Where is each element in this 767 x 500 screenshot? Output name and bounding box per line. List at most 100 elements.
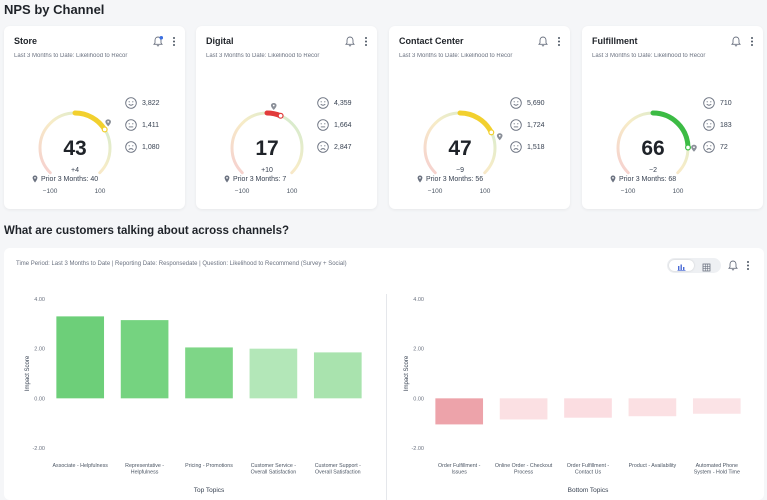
detractors-stat: 1,518 [510, 136, 545, 158]
location-pin-icon [610, 175, 616, 183]
prior-label: Prior 3 Months: 68 [619, 175, 677, 183]
nps-delta: −2 [649, 167, 657, 174]
x-axis-label: Bottom Topics [568, 487, 609, 494]
y-tick-label: 0.00 [34, 396, 45, 402]
prior-period: Prior 3 Months: 68 [610, 175, 676, 183]
panel-subtitle: Time Period: Last 3 Months to Date | Rep… [16, 261, 347, 267]
prior-period: Prior 3 Months: 7 [224, 175, 286, 183]
promoters-stat: 710 [703, 92, 732, 114]
nps-card-digital[interactable]: Digital Last 3 Months to Date: Likelihoo… [196, 26, 377, 209]
nps-card-fulfillment[interactable]: Fulfillment Last 3 Months to Date: Likel… [582, 26, 763, 209]
more-options-icon[interactable] [746, 260, 750, 271]
gauge-value-cap [277, 112, 284, 119]
nps-delta: +4 [71, 167, 79, 174]
bar[interactable] [692, 398, 741, 414]
bell-icon[interactable] [345, 36, 355, 47]
nps-card-store[interactable]: Store Last 3 Months to Date: Likelihood … [4, 26, 185, 209]
gauge-min-label: −100 [235, 188, 250, 195]
detractors-count: 72 [720, 143, 728, 151]
grid-icon [702, 263, 711, 272]
view-toggle [667, 258, 721, 273]
topics-panel: Time Period: Last 3 Months to Date | Rep… [4, 248, 764, 500]
x-tick-label: Associate - Helpfulness [53, 463, 109, 469]
neutral-face-icon [125, 119, 137, 131]
card-subtitle: Last 3 Months to Date: Likelihood to Rec… [14, 53, 128, 59]
card-title: Store [14, 36, 38, 46]
nps-score: 43 [63, 137, 86, 160]
happy-face-icon [317, 97, 329, 109]
more-options-icon[interactable] [172, 36, 176, 47]
chart-view-button[interactable] [669, 260, 694, 271]
promoters-stat: 5,690 [510, 92, 545, 114]
x-tick-label: Customer Support - [315, 463, 361, 469]
prior-label: Prior 3 Months: 7 [233, 175, 287, 183]
response-stats: 4,359 1,664 2,847 [317, 92, 352, 158]
promoters-count: 4,359 [334, 99, 352, 107]
bar-chart-icon [677, 264, 686, 271]
sad-face-icon [510, 141, 522, 153]
nps-gauge: 17 +10 −100 100 [230, 103, 304, 195]
x-tick-label: Online Order - Checkout [495, 463, 553, 469]
prior-marker-icon [496, 133, 503, 141]
bar[interactable] [435, 398, 484, 425]
promoters-stat: 3,822 [125, 92, 160, 114]
prior-marker-icon [270, 103, 277, 111]
location-pin-icon [417, 175, 423, 183]
bar[interactable] [313, 352, 362, 399]
location-pin-icon [224, 175, 230, 183]
gauge-value-arc [650, 110, 691, 150]
bar[interactable] [249, 348, 298, 399]
x-tick-label: Process [514, 470, 533, 476]
nps-score: 17 [255, 137, 278, 160]
x-tick-label: Order Fulfillment - [438, 463, 481, 469]
response-stats: 3,822 1,411 1,080 [125, 92, 160, 158]
passives-stat: 183 [703, 114, 732, 136]
happy-face-icon [703, 97, 715, 109]
card-title: Fulfillment [592, 36, 638, 46]
more-options-icon[interactable] [557, 36, 561, 47]
bell-icon[interactable] [728, 260, 738, 271]
x-tick-label: Overall Satisfaction [315, 470, 361, 476]
happy-face-icon [510, 97, 522, 109]
promoters-stat: 4,359 [317, 92, 352, 114]
prior-marker-icon [105, 119, 111, 127]
nps-score: 47 [448, 137, 471, 160]
y-tick-label: 4.00 [34, 297, 45, 303]
prior-label: Prior 3 Months: 56 [426, 175, 484, 183]
bell-icon[interactable] [153, 36, 163, 47]
passives-count: 1,411 [142, 121, 159, 129]
x-tick-label: Helpfulness [131, 470, 159, 476]
y-tick-label: 4.00 [413, 297, 424, 303]
y-axis-label: Impact Score [25, 355, 31, 391]
neutral-face-icon [317, 119, 329, 131]
gauge-min-label: −100 [428, 188, 443, 195]
prior-marker-icon [691, 144, 697, 152]
more-options-icon[interactable] [750, 36, 754, 47]
bar[interactable] [564, 398, 612, 418]
gauge-value-arc [457, 110, 494, 135]
table-view-button[interactable] [694, 260, 719, 272]
gauge-min-label: −100 [621, 188, 636, 195]
passives-count: 1,664 [334, 121, 352, 129]
x-tick-label: Automated Phone [696, 463, 738, 469]
promoters-count: 5,690 [527, 99, 545, 107]
bar[interactable] [499, 398, 548, 420]
sad-face-icon [703, 141, 715, 153]
y-tick-label: -2.00 [32, 446, 45, 452]
bell-icon[interactable] [731, 36, 741, 47]
bar[interactable] [628, 398, 677, 417]
x-tick-label: Issues [452, 470, 468, 476]
bell-icon[interactable] [538, 36, 548, 47]
gauge-max-label: 100 [287, 188, 298, 195]
nps-score: 66 [641, 137, 664, 160]
gauge-value-cap [101, 126, 108, 133]
bar[interactable] [120, 320, 169, 399]
y-tick-label: -2.00 [411, 446, 424, 452]
more-options-icon[interactable] [364, 36, 368, 47]
card-subtitle: Last 3 Months to Date: Likelihood to Rec… [206, 53, 320, 59]
bar[interactable] [56, 316, 105, 399]
nps-card-contact-center[interactable]: Contact Center Last 3 Months to Date: Li… [389, 26, 570, 209]
card-title: Digital [206, 36, 234, 46]
bar[interactable] [185, 347, 233, 399]
card-subtitle: Last 3 Months to Date: Likelihood to Rec… [592, 53, 706, 59]
